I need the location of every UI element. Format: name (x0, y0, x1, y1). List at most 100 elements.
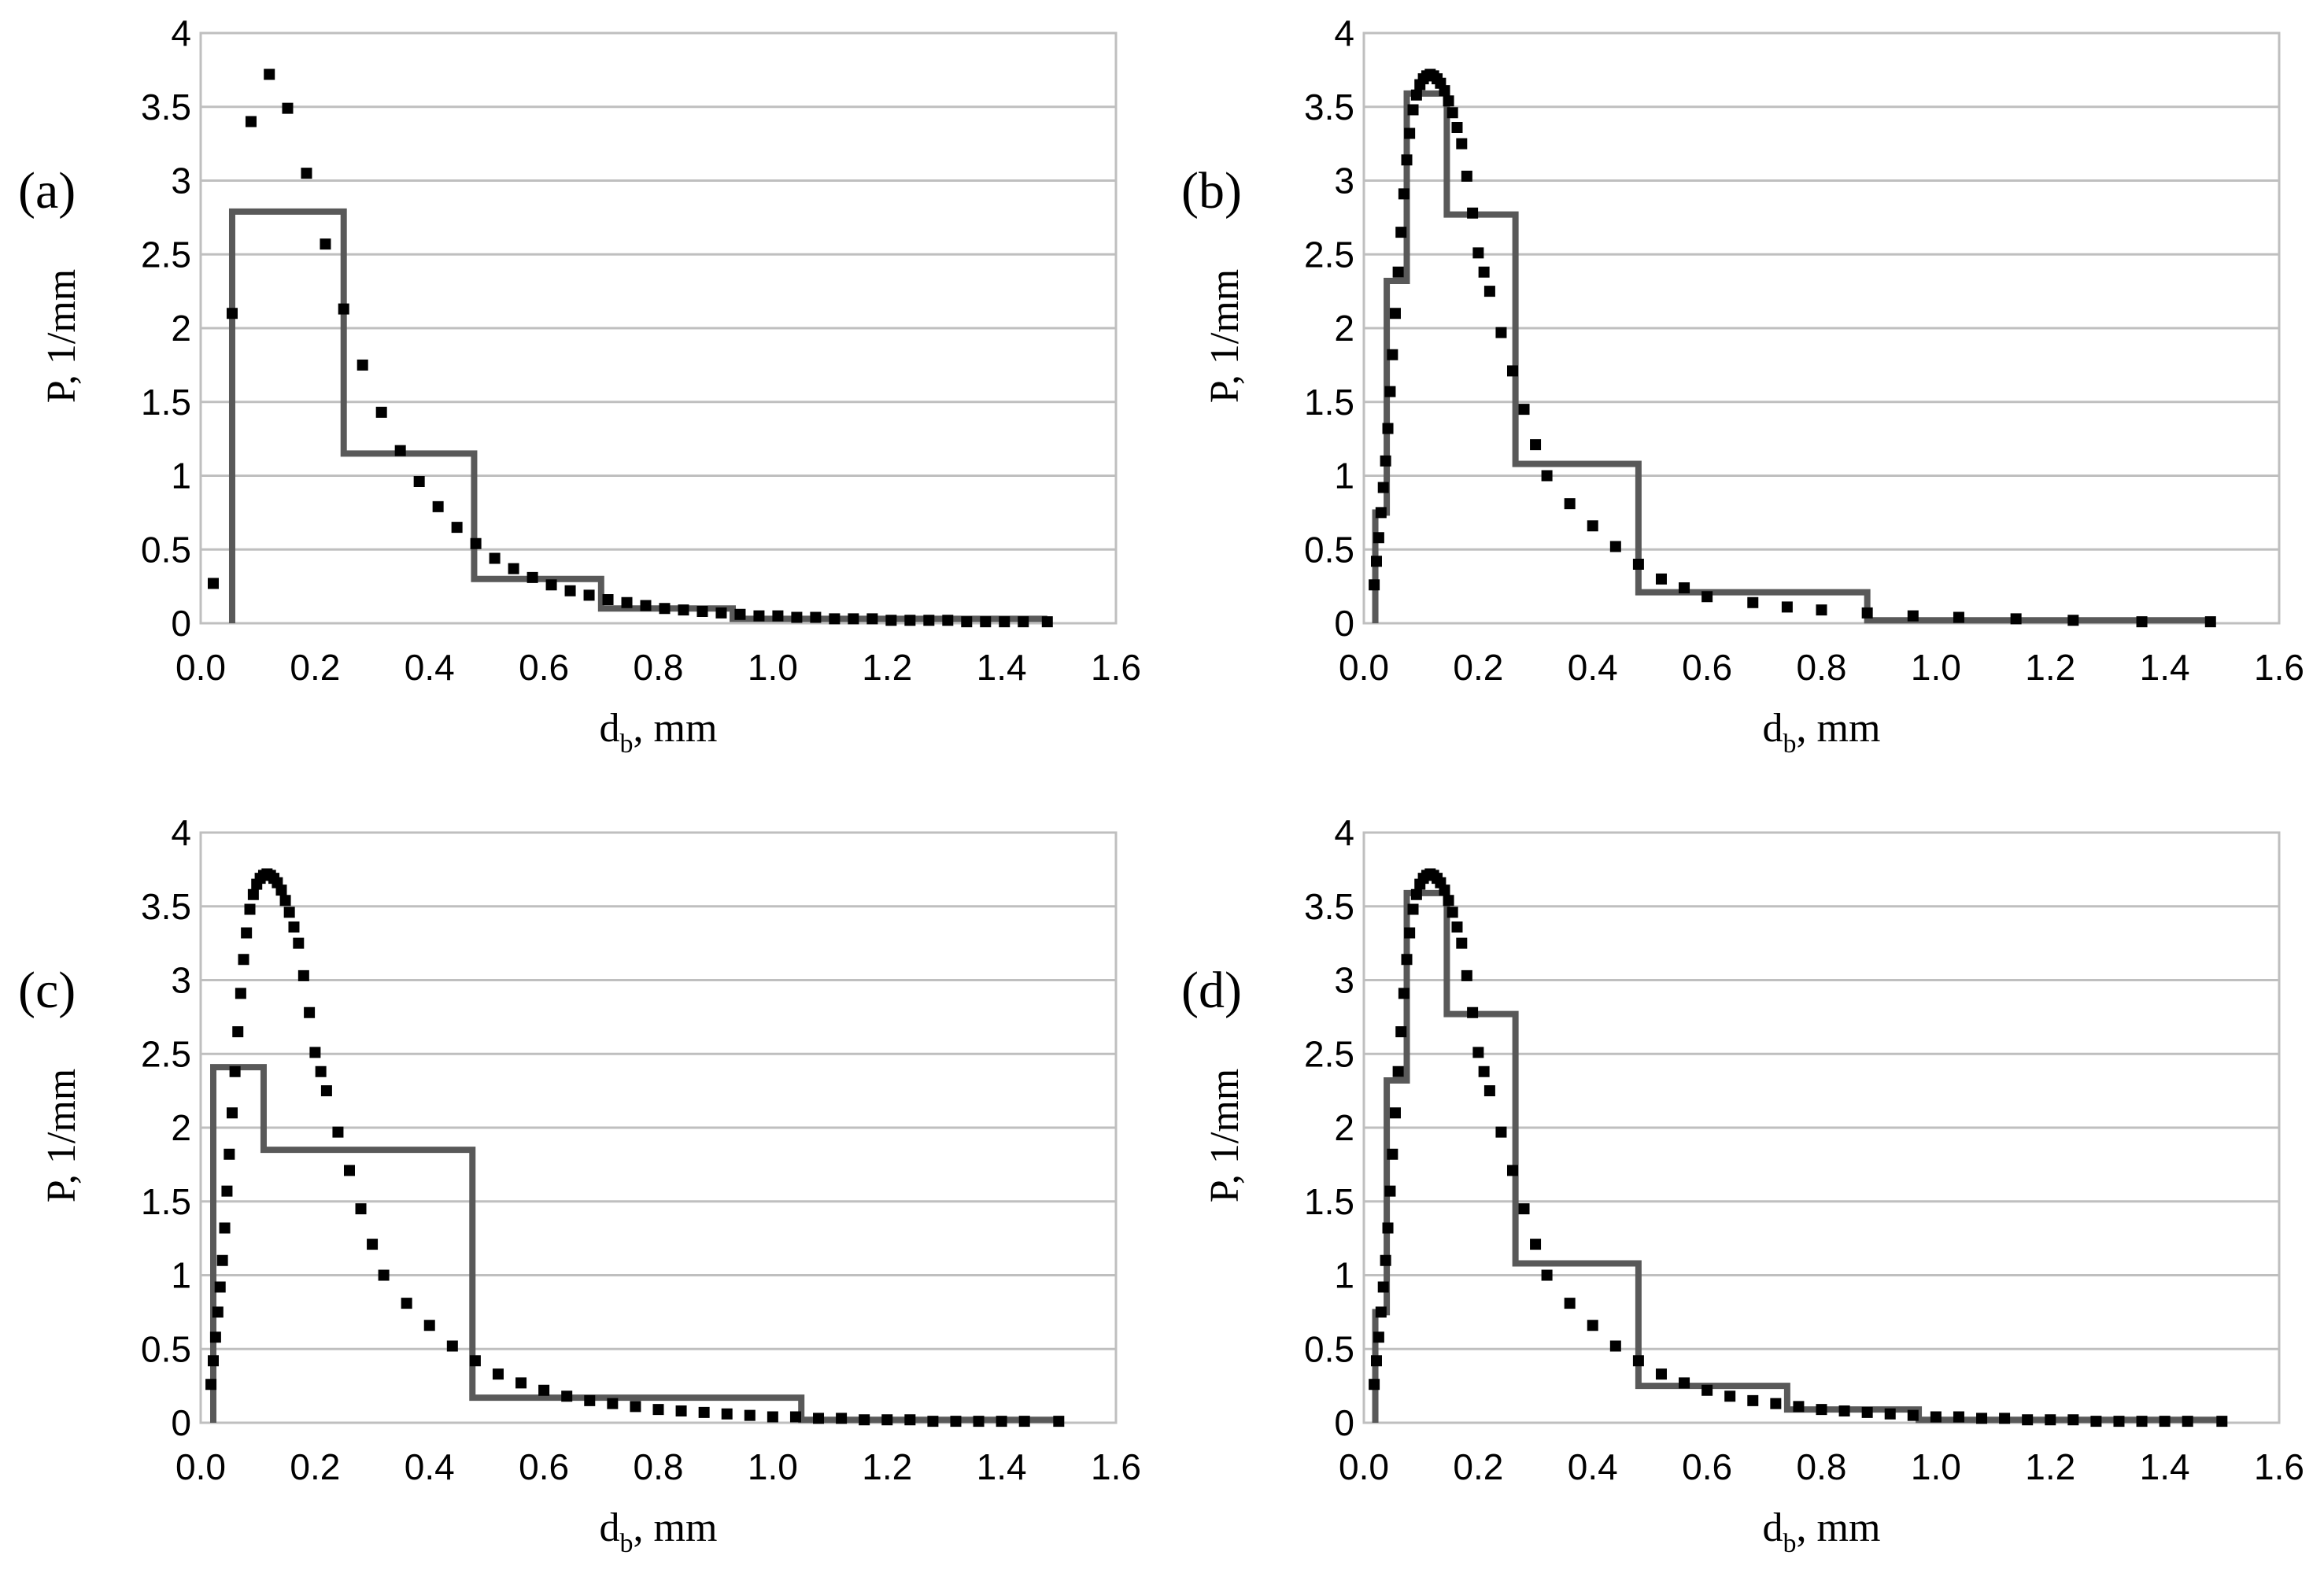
data-point (2182, 1416, 2193, 1427)
data-point (238, 954, 249, 966)
data-point (245, 116, 257, 127)
y-axis-title: P, 1/mm (39, 269, 84, 404)
data-point (2204, 616, 2216, 628)
data-point (432, 500, 444, 512)
data-point (1472, 247, 1484, 259)
x-tick-label: 0.0 (1339, 1446, 1389, 1487)
chart-panel-d: 0 0.5 1 1.5 2 2.5 3 3.5 4 0.0 0.2 0.4 0.6 0.8 1.0 1.2 1.… (1181, 812, 2304, 1558)
data-point (293, 937, 305, 949)
data-point (446, 1340, 458, 1352)
data-point (1384, 386, 1396, 397)
data-point (283, 907, 295, 918)
data-point (1382, 423, 1394, 434)
data-point (1451, 122, 1463, 133)
y-tick-label: 2 (1334, 1107, 1354, 1148)
data-point (1446, 107, 1458, 119)
data-point (1907, 610, 1919, 622)
data-point (678, 604, 689, 616)
data-point (332, 1126, 344, 1138)
data-point (1564, 498, 1576, 510)
data-point (1467, 1006, 1479, 1018)
data-point (1461, 170, 1472, 182)
data-point (744, 1409, 756, 1421)
data-point (1530, 439, 1542, 451)
x-tick-label: 0.2 (1453, 647, 1503, 688)
data-point (1375, 507, 1387, 519)
panel-label: (b) (1181, 162, 1242, 220)
data-point (1495, 1126, 1507, 1138)
data-point (1679, 582, 1690, 593)
data-point (1518, 404, 1530, 415)
y-tick-label: 1 (171, 456, 191, 497)
data-point (357, 359, 368, 371)
data-point (1609, 1340, 1621, 1352)
histogram-step-line (209, 1064, 1059, 1424)
data-point (1370, 556, 1382, 567)
data-point (1655, 1368, 1667, 1380)
data-point (1861, 1406, 1873, 1418)
x-tick-label: 0.6 (1682, 1446, 1732, 1487)
x-axis-title-subscript: b (620, 729, 634, 759)
data-point (640, 600, 652, 611)
data-point (470, 537, 482, 549)
data-point (1976, 1413, 1988, 1424)
y-tick-label: 0.5 (141, 529, 191, 570)
x-axis-title-main: d (1763, 706, 1783, 751)
data-point (1370, 1355, 1382, 1367)
data-point (1018, 1416, 1030, 1427)
data-point (235, 988, 246, 999)
y-tick-label: 0 (1334, 603, 1354, 644)
data-point (1632, 1355, 1644, 1367)
data-point (721, 1408, 733, 1420)
data-point (378, 1269, 390, 1281)
y-tick-label: 4 (171, 13, 191, 54)
data-point (2067, 1414, 2079, 1426)
data-point (2136, 1416, 2148, 1427)
data-point (881, 1414, 893, 1426)
data-point (469, 1355, 481, 1367)
data-point (205, 1379, 217, 1390)
histogram-step-line (1372, 889, 2222, 1424)
x-axis-title-unit: , mm (1797, 1505, 1881, 1550)
x-axis-title-subscript: b (1783, 729, 1797, 759)
data-point (904, 1414, 916, 1426)
y-axis-title: P, 1/mm (1203, 1069, 1247, 1203)
x-tick-label: 0.2 (290, 1446, 340, 1487)
data-point (1377, 482, 1389, 493)
data-point (1541, 1269, 1553, 1281)
y-tick-label: 2 (1334, 308, 1354, 349)
x-tick-label: 0.4 (405, 647, 455, 688)
data-point (561, 1390, 573, 1402)
y-tick-label: 0.5 (1304, 1328, 1354, 1369)
data-point (583, 589, 595, 601)
data-point (767, 1411, 778, 1423)
x-tick-label: 1.2 (862, 647, 912, 688)
data-point (304, 1006, 316, 1018)
data-point (836, 1413, 848, 1424)
y-tick-label: 2 (171, 308, 191, 349)
data-point (927, 1416, 939, 1427)
data-point (2216, 1416, 2228, 1427)
data-point (1053, 1416, 1065, 1427)
data-point (1478, 1065, 1490, 1077)
data-point (1518, 1203, 1530, 1215)
histogram-step-line (228, 208, 1047, 623)
data-point (214, 1281, 226, 1293)
data-point (1387, 1148, 1398, 1160)
data-point (621, 596, 633, 608)
data-point (538, 1384, 550, 1396)
data-point (207, 578, 219, 589)
data-point (1395, 227, 1407, 238)
x-tick-label: 0.6 (519, 647, 569, 688)
data-point (942, 615, 954, 626)
x-tick-label: 1.4 (2140, 1446, 2190, 1487)
data-point (1392, 266, 1404, 278)
data-point (1793, 1401, 1805, 1413)
data-point (1478, 266, 1490, 278)
data-point (564, 585, 576, 596)
x-tick-label: 1.0 (1911, 647, 1961, 688)
data-point (375, 406, 387, 418)
plot-area-frame (1362, 831, 2281, 1424)
data-point (288, 921, 300, 933)
